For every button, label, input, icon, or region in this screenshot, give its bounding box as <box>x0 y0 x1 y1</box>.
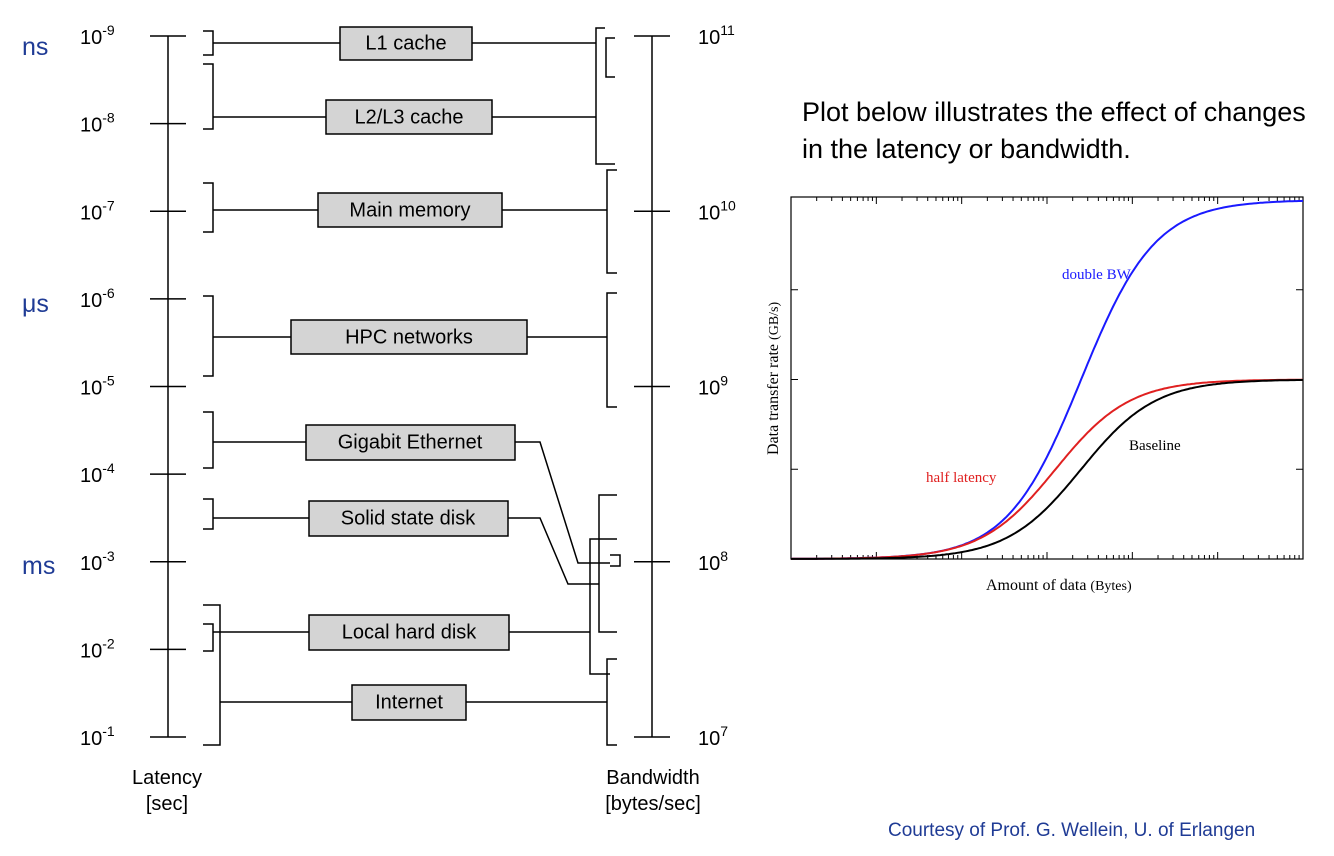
svg-text:L2/L3 cache: L2/L3 cache <box>355 106 464 128</box>
bandwidth-title: Bandwidth <box>606 767 700 789</box>
bandwidth-axis-title: Bandwidth [bytes/sec] <box>578 765 728 817</box>
bandwidth-ticks: 1011 1010 109 108 107 <box>634 22 736 750</box>
latency-tick-label: 10-2 <box>80 635 115 662</box>
latency-bandwidth-diagram: ns μs ms 10-910-810-710-610-510-410-310-… <box>22 22 736 750</box>
bandwidth-tick-label: 109 <box>698 373 728 400</box>
box-gigabit-ethernet: Gigabit Ethernet <box>305 424 516 461</box>
plot-frame <box>790 196 1304 560</box>
box-l1-cache: L1 cache <box>339 26 473 61</box>
svg-text:HPC networks: HPC networks <box>345 326 473 348</box>
latency-tick-label: 10-3 <box>80 548 115 575</box>
svg-text:Main memory: Main memory <box>349 199 470 221</box>
latency-tick-label: 10-9 <box>80 22 115 49</box>
series-line-baseline <box>791 378 1304 560</box>
bandwidth-tick-label: 108 <box>698 548 728 575</box>
component-links <box>213 42 610 703</box>
box-internet: Internet <box>351 684 467 721</box>
transfer-rate-chart: double BW half latency Baseline Amount o… <box>765 196 1304 594</box>
latency-tick-label: 10-7 <box>80 197 115 224</box>
latency-title: Latency <box>131 767 203 789</box>
svg-text:Local hard disk: Local hard disk <box>342 621 478 643</box>
svg-text:Gigabit Ethernet: Gigabit Ethernet <box>338 431 483 453</box>
y-axis-label: Data transfer rate (GB/s) <box>765 302 782 455</box>
bandwidth-brackets <box>589 27 621 746</box>
svg-text:Internet: Internet <box>375 691 443 713</box>
svg-text:L1 cache: L1 cache <box>365 32 446 54</box>
credit-text: Courtesy of Prof. G. Wellein, U. of Erla… <box>888 820 1256 841</box>
unit-us: μs <box>22 290 49 318</box>
series-label-baseline: Baseline <box>1129 438 1181 454</box>
svg-text:Solid state disk: Solid state disk <box>341 507 477 529</box>
latency-tick-label: 10-5 <box>80 373 115 400</box>
unit-ns: ns <box>22 33 48 61</box>
box-main-memory: Main memory <box>317 192 503 228</box>
description-text: Plot below illustrates the effect of cha… <box>802 97 1306 164</box>
unit-ms: ms <box>22 552 55 580</box>
chart-series <box>790 199 1304 560</box>
box-hpc-networks: HPC networks <box>290 319 528 355</box>
series-line-double-bw <box>790 199 1304 560</box>
latency-brackets <box>203 30 221 746</box>
chart-ticks <box>790 197 1303 559</box>
latency-unit: [sec] <box>145 793 189 815</box>
latency-tick-label: 10-1 <box>80 723 115 750</box>
series-label-half-latency: half latency <box>926 470 997 486</box>
latency-ticks: 10-9 10-8 10-7 10-6 10-5 10-4 10-3 10-2 10-1 <box>80 22 186 750</box>
box-local-hard-disk: Local hard disk <box>308 614 510 651</box>
bandwidth-tick-label: 1011 <box>698 22 735 49</box>
bandwidth-unit: [bytes/sec] <box>605 793 701 815</box>
bandwidth-tick-label: 1010 <box>698 197 736 224</box>
bandwidth-tick-label: 107 <box>698 723 728 750</box>
series-label-double-bw: double BW <box>1062 267 1132 283</box>
latency-tick-label: 10-8 <box>80 110 115 137</box>
box-solid-state-disk: Solid state disk <box>308 500 509 537</box>
x-axis-label: Amount of data (Bytes) <box>986 577 1132 594</box>
latency-tick-label: 10-6 <box>80 285 115 312</box>
latency-axis-title: Latency [sec] <box>112 765 222 817</box>
series-line-half-latency <box>790 378 1303 560</box>
box-l2-l3-cache: L2/L3 cache <box>325 99 493 135</box>
latency-tick-label: 10-4 <box>80 460 115 487</box>
